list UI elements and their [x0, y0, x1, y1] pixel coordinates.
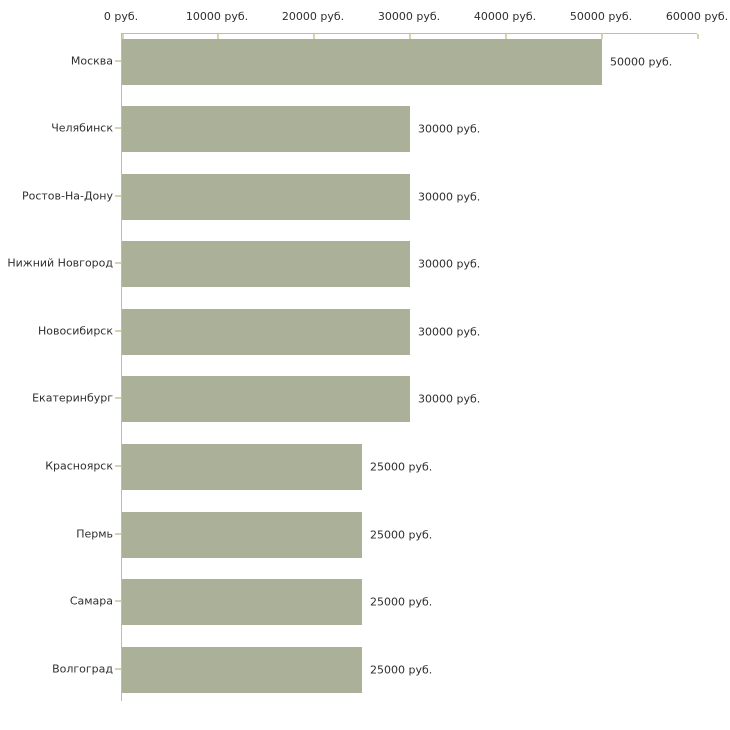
y-axis-tick-mark — [115, 59, 121, 62]
category-label: Новосибирск — [37, 324, 113, 338]
y-axis-tick-mark — [115, 600, 121, 603]
y-axis-tick-mark — [115, 532, 121, 535]
x-axis-tick-mark — [505, 34, 507, 39]
x-axis-tick-label: 10000 руб. — [185, 10, 249, 23]
bar-4 — [122, 241, 410, 288]
category-label: Волгоград — [52, 662, 113, 676]
bar-2 — [122, 106, 410, 153]
bar-value-label: 25000 руб. — [370, 528, 433, 542]
category-label: Самара — [69, 594, 113, 608]
y-axis-tick-mark — [115, 262, 121, 265]
category-label: Челябинск — [51, 121, 113, 135]
y-axis-tick-mark — [115, 329, 121, 332]
bar-value-label: 30000 руб. — [418, 392, 481, 406]
category-label: Нижний Новгород — [7, 256, 113, 270]
x-axis-tick-mark — [697, 34, 699, 39]
x-axis-tick-label: 0 руб. — [103, 10, 139, 23]
bar-value-label: 30000 руб. — [418, 257, 481, 271]
bar-8 — [122, 511, 362, 558]
bar-value-label: 50000 руб. — [610, 55, 673, 69]
y-axis-tick-mark — [115, 397, 121, 400]
category-label: Екатеринбург — [32, 391, 113, 405]
bar-5 — [122, 308, 410, 355]
bar-7 — [122, 444, 362, 490]
bar-value-label: 25000 руб. — [370, 460, 433, 474]
y-axis-tick-mark — [115, 667, 121, 670]
bar-10 — [122, 646, 362, 693]
bar-value-label: 30000 руб. — [418, 190, 481, 204]
bar-6 — [122, 376, 410, 423]
x-axis-tick-label: 30000 руб. — [377, 10, 441, 23]
x-axis-tick-label: 20000 руб. — [281, 10, 345, 23]
bar-value-label: 30000 руб. — [418, 325, 481, 339]
plot-area: 50000 руб. 30000 руб. 30000 руб. 30000 руб.… — [121, 33, 699, 701]
bar-1 — [122, 38, 602, 85]
category-label: Пермь — [76, 527, 113, 541]
x-axis-tick-mark — [122, 34, 124, 39]
x-axis-tick-label: 40000 руб. — [473, 10, 537, 23]
y-axis-tick-mark — [115, 127, 121, 130]
bar-value-label: 30000 руб. — [418, 122, 481, 136]
bar-9 — [122, 579, 362, 626]
bar-value-label: 25000 руб. — [370, 595, 433, 609]
x-axis-tick-mark — [217, 34, 219, 39]
x-axis-tick-label: 50000 руб. — [569, 10, 633, 23]
category-label: Красноярск — [45, 459, 113, 473]
x-axis-tick-label: 60000 руб. — [665, 10, 729, 23]
bar-value-label: 25000 руб. — [370, 663, 433, 677]
y-axis-tick-mark — [115, 465, 121, 467]
bar-3 — [122, 173, 410, 220]
x-axis-tick-mark — [601, 34, 603, 39]
category-label: Москва — [70, 54, 113, 68]
x-axis-tick-mark — [313, 34, 315, 39]
y-axis-tick-mark — [115, 194, 121, 197]
x-axis-tick-mark — [409, 34, 411, 39]
category-label: Ростов-На-Дону — [21, 189, 113, 203]
